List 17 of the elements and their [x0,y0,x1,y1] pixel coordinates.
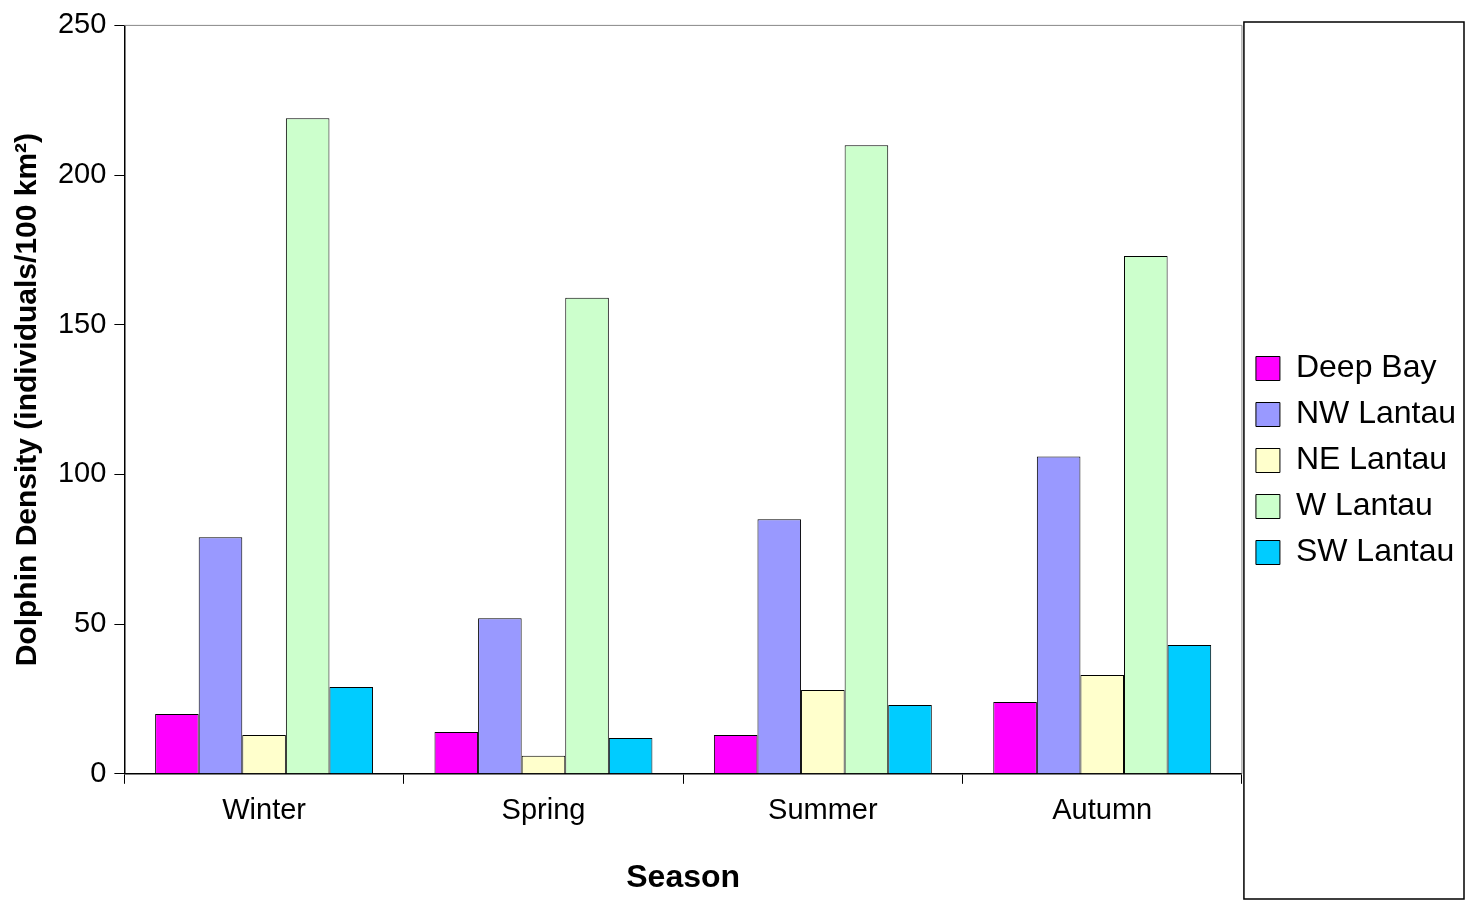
legend-label: W Lantau [1295,486,1433,523]
legend-label: NE Lantau [1295,440,1448,477]
legend-label: Deep Bay [1295,348,1437,385]
x-tick-label: Autumn [1052,793,1153,826]
x-tick-label: Spring [501,793,586,826]
y-tick-label: 200 [57,157,107,190]
y-tick-label: 250 [57,7,107,40]
x-tick-label: Summer [768,793,878,826]
y-tick-label: 100 [57,456,107,489]
y-tick-label: 0 [90,755,107,788]
x-tick-label: Winter [222,793,307,826]
y-axis-title: Dolphin Density (individuals/100 km²) [9,132,43,667]
x-axis-title: Season [626,857,741,894]
legend-label: SW Lantau [1295,532,1455,569]
y-tick-label: 150 [57,306,107,339]
y-tick-label: 50 [74,606,107,639]
legend-label: NW Lantau [1295,394,1456,431]
